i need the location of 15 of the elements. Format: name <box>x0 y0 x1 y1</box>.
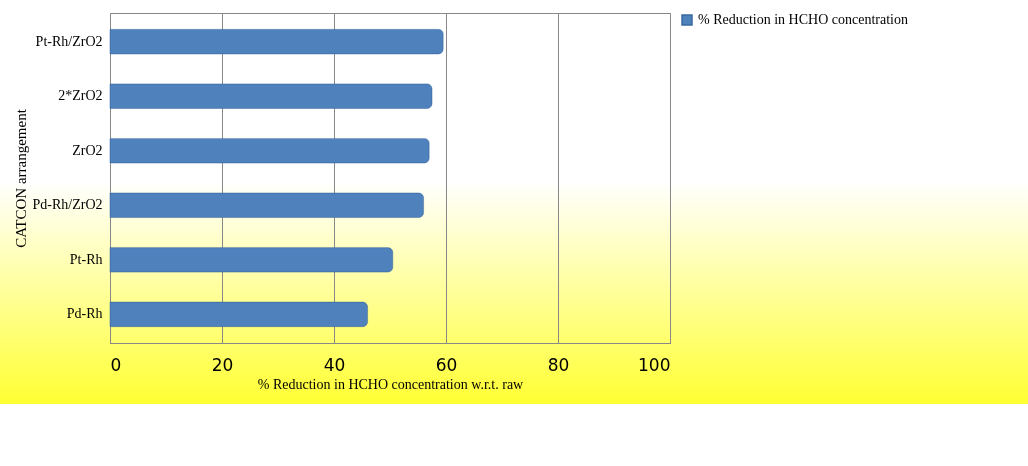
legend-label: % Reduction in HCHO concentration <box>698 12 908 27</box>
y-tick-label: 2*ZrO2 <box>58 88 103 104</box>
x-tick-label: 100 <box>638 354 671 375</box>
y-tick-label: ZrO2 <box>72 142 103 158</box>
y-axis-title: CATCON arrangement <box>12 108 29 248</box>
y-tick-label: Pt-Rh/ZrO2 <box>35 33 103 49</box>
y-tick-label: Pt-Rh <box>69 251 103 267</box>
x-tick-label: 0 <box>110 354 122 375</box>
x-axis-title: % Reduction in HCHO concentration w.r.t. raw <box>257 376 525 392</box>
x-tick-label: 20 <box>211 354 234 375</box>
x-tick-label: 40 <box>323 354 346 375</box>
y-tick-label: Pd-Rh/ZrO2 <box>32 197 103 213</box>
x-tick-label: 80 <box>547 354 570 375</box>
y-tick-label: Pd-Rh <box>66 306 103 322</box>
x-tick-label: 60 <box>435 354 458 375</box>
